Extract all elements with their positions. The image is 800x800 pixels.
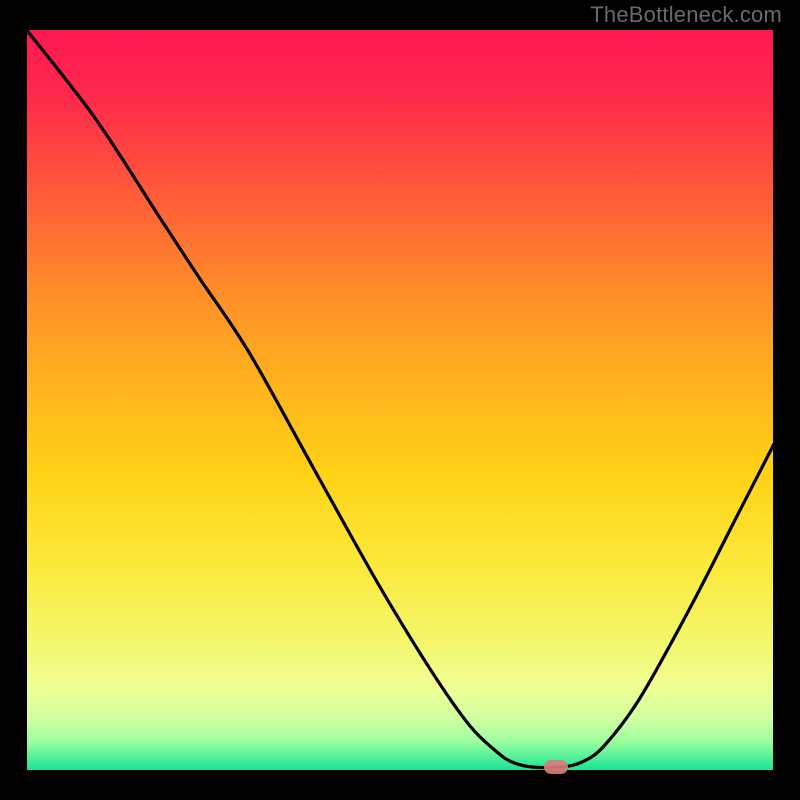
optimal-point-marker xyxy=(544,760,568,774)
bottleneck-curve-chart xyxy=(0,0,800,800)
chart-container: TheBottleneck.com xyxy=(0,0,800,800)
watermark-label: TheBottleneck.com xyxy=(590,2,782,28)
